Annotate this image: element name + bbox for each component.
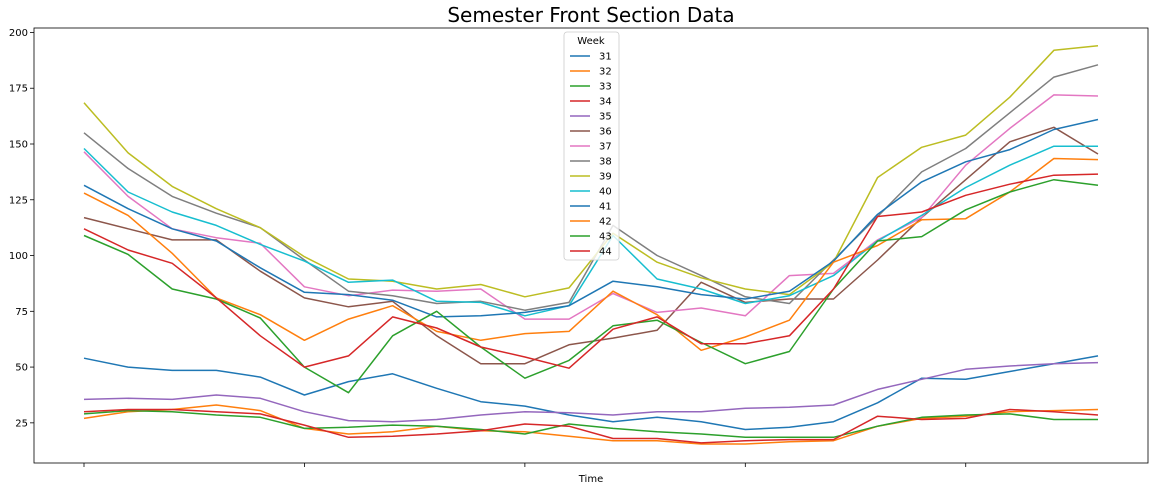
legend-label-42: 42	[599, 217, 612, 228]
y-tick-label: 150	[9, 140, 28, 151]
legend-box	[563, 31, 620, 261]
legend-label-32: 32	[599, 67, 612, 78]
legend-label-40: 40	[599, 187, 612, 198]
y-tick-label: 25	[15, 418, 28, 429]
legend-title: Week	[577, 36, 605, 47]
y-tick-label: 125	[9, 195, 28, 206]
y-tick-label: 75	[15, 307, 28, 318]
y-tick-label: 175	[9, 84, 28, 95]
x-axis	[83, 463, 967, 467]
legend-label-37: 37	[599, 142, 612, 153]
series-line-34	[83, 408, 1099, 444]
y-axis: 25 50 75 100 125 150 175 200	[9, 28, 34, 429]
legend-label-39: 39	[599, 172, 612, 183]
chart-title: Semester Front Section Data	[447, 3, 734, 27]
y-tick-label: 50	[15, 363, 28, 374]
legend-label-33: 33	[599, 82, 612, 93]
legend-label-38: 38	[599, 157, 612, 168]
plot-frame	[33, 27, 1149, 464]
legend-label-35: 35	[599, 112, 612, 123]
x-axis-label: Time	[578, 474, 603, 485]
legend-label-34: 34	[599, 97, 612, 108]
legend-label-41: 41	[599, 202, 612, 213]
series-line-41	[83, 118, 1099, 318]
series-line-42	[83, 157, 1099, 352]
series-line-35	[83, 361, 1099, 423]
series-layer	[83, 45, 1099, 445]
series-line-39	[83, 45, 1099, 298]
series-line-43	[83, 178, 1099, 394]
legend-label-31: 31	[599, 52, 612, 63]
series-line-40	[83, 145, 1098, 317]
legend-label-43: 43	[599, 232, 612, 243]
legend-items: 31 32 33 34 35 36 37 38 39 40 41 42 43 44	[570, 52, 612, 258]
series-line-44	[83, 173, 1099, 369]
y-tick-label: 200	[9, 28, 28, 39]
y-tick-label: 100	[9, 251, 28, 262]
series-line-32	[83, 404, 1099, 445]
legend-label-36: 36	[599, 127, 612, 138]
legend: Week 31 32 33 34 35 36 37 38 39 40 41 42 43 44	[563, 31, 620, 261]
legend-label-44: 44	[599, 247, 612, 258]
series-line-33	[83, 409, 1098, 439]
